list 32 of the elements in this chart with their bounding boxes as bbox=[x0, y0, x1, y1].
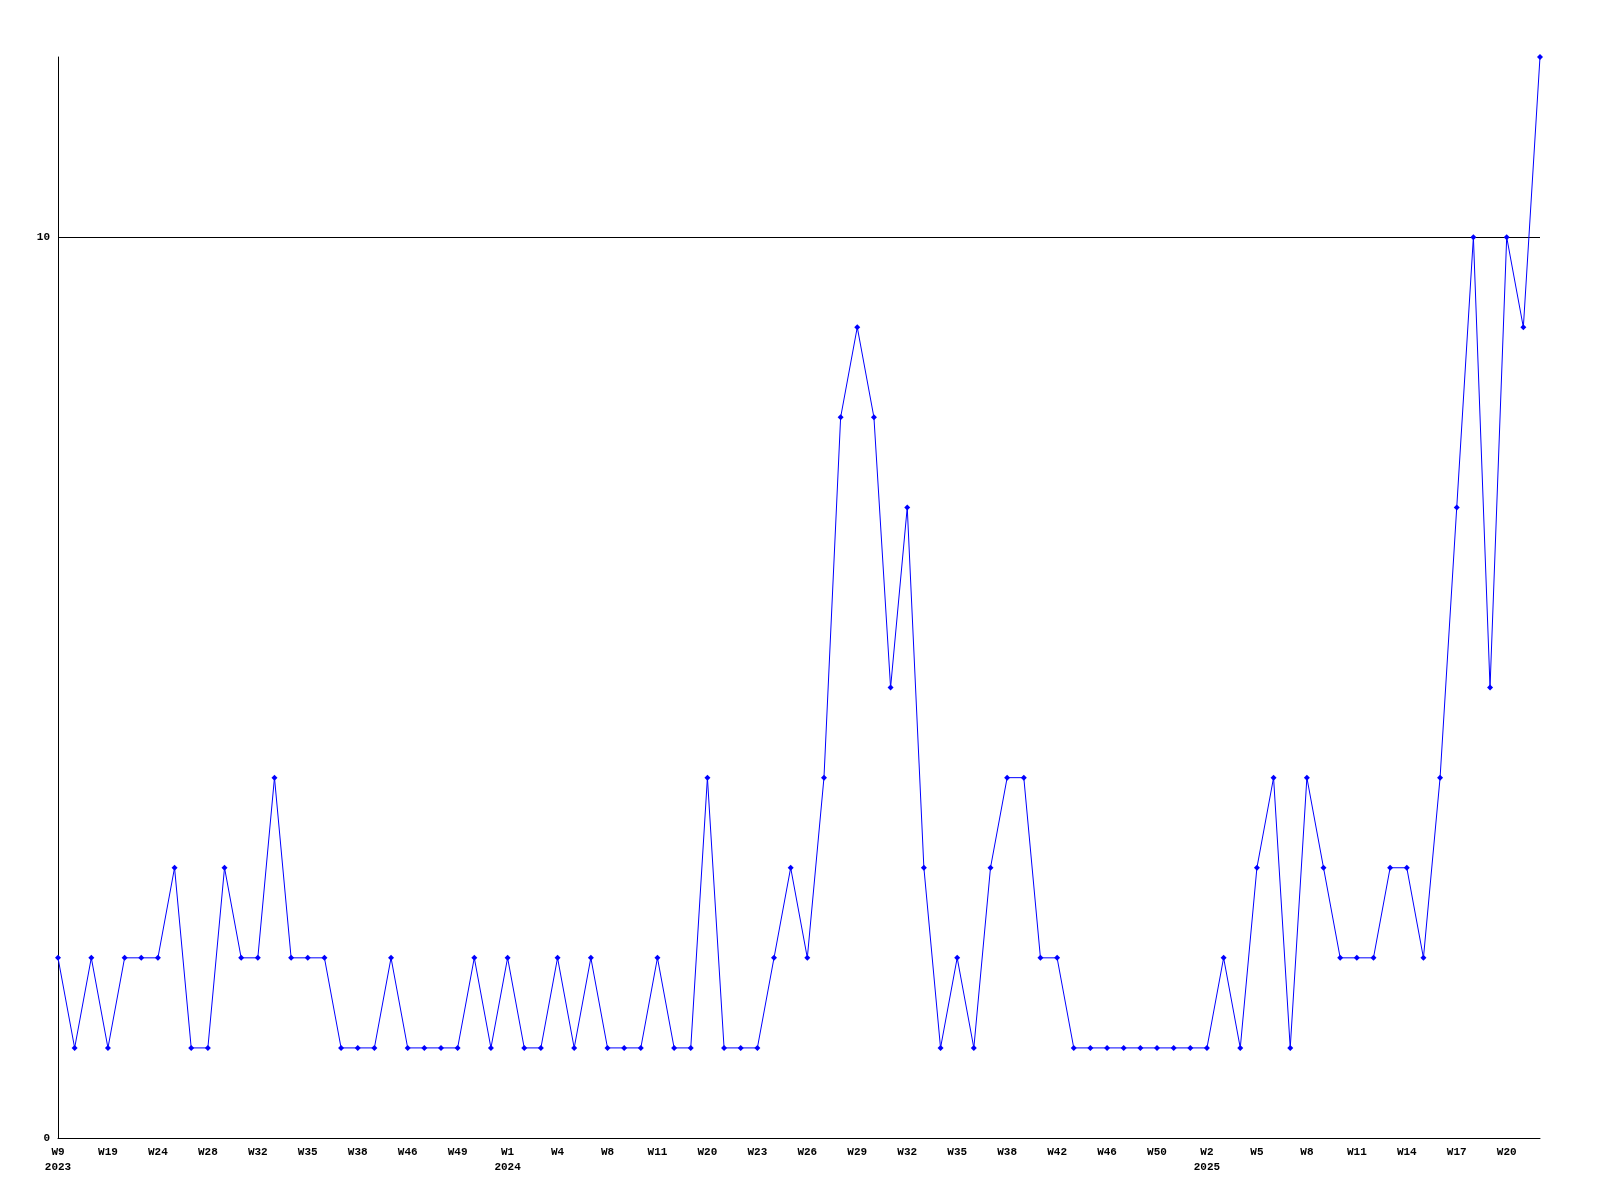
x-tick-label: W50 bbox=[1147, 1145, 1167, 1158]
x-tick-label: W2 2025 bbox=[1193, 1145, 1221, 1173]
x-tick-label: W1 2024 bbox=[494, 1145, 522, 1173]
x-tick-label: W4 bbox=[550, 1145, 565, 1158]
y-tick-label: 0 bbox=[43, 1132, 50, 1144]
x-tick-label: W28 bbox=[197, 1145, 219, 1158]
x-tick-label: W20 bbox=[1496, 1145, 1517, 1158]
x-tick-label: W5 bbox=[1250, 1145, 1264, 1158]
x-tick-label: W32 bbox=[897, 1145, 918, 1158]
x-tick-label: W24 bbox=[148, 1145, 169, 1158]
x-tick-label: W26 bbox=[797, 1145, 818, 1158]
x-tick-label: W20 bbox=[697, 1145, 718, 1158]
x-tick-label: W46 bbox=[397, 1145, 418, 1158]
y-tick-label: 10 bbox=[36, 231, 50, 244]
x-tick-label: W35 bbox=[947, 1145, 968, 1158]
x-tick-label: W42 bbox=[1047, 1145, 1068, 1158]
x-tick-label: W19 bbox=[98, 1145, 118, 1158]
x-tick-label: W35 bbox=[297, 1145, 319, 1158]
x-tick-label: W9 2023 bbox=[44, 1145, 72, 1173]
x-tick-label: W46 bbox=[1097, 1145, 1117, 1158]
x-tick-label: W8 bbox=[600, 1145, 615, 1158]
x-tick-label: W17 bbox=[1446, 1145, 1467, 1158]
x-tick-label: W49 bbox=[447, 1145, 468, 1158]
x-tick-label: W11 bbox=[647, 1145, 668, 1158]
x-tick-label: W14 bbox=[1396, 1145, 1418, 1158]
x-tick-label: W23 bbox=[747, 1145, 768, 1158]
x-tick-label: W11 bbox=[1346, 1145, 1368, 1158]
x-tick-label: W8 bbox=[1300, 1145, 1314, 1158]
x-tick-label: W38 bbox=[347, 1145, 369, 1158]
x-tick-label: W38 bbox=[997, 1145, 1018, 1158]
x-tick-label: W32 bbox=[247, 1145, 268, 1158]
x-tick-label: W29 bbox=[847, 1145, 868, 1158]
